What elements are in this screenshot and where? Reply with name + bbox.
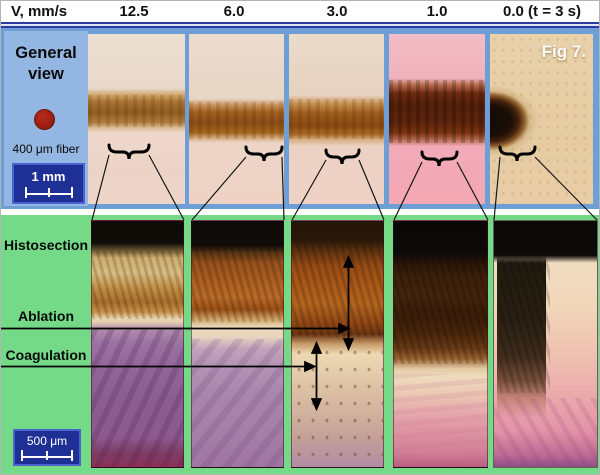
general-view-title: General view bbox=[15, 44, 77, 84]
general-view-image-1-0 bbox=[389, 34, 485, 204]
general-view-image-0-0: Fig 7. bbox=[490, 34, 593, 204]
header-divider-rule bbox=[1, 22, 599, 28]
general-view-image-6-0 bbox=[189, 34, 284, 204]
speed-axis-label: V, mm/s bbox=[11, 3, 68, 20]
general-view-image-12-5 bbox=[88, 34, 185, 204]
scale-label-1mm: 1 mm bbox=[31, 169, 66, 184]
speed-label-12-5: 12.5 bbox=[119, 3, 149, 20]
histosection-image-3-0 bbox=[291, 220, 384, 468]
scale-bar-icon bbox=[24, 187, 73, 198]
histosection-image-1-0 bbox=[393, 220, 488, 468]
histosection-title: Histosection bbox=[3, 237, 88, 253]
speed-label-0-0: 0.0 (t = 3 s) bbox=[503, 3, 581, 20]
figure-number-label: Fig 7. bbox=[541, 42, 586, 61]
histosection-image-12-5 bbox=[91, 220, 184, 468]
histosection-image-0-0 bbox=[493, 220, 598, 468]
fiber-dot-icon bbox=[34, 109, 55, 130]
general-view-image-3-0 bbox=[289, 34, 384, 204]
scale-box-1mm: 1 mm bbox=[12, 163, 85, 204]
coagulation-label: Coagulation bbox=[5, 347, 87, 363]
histosection-image-6-0 bbox=[191, 220, 284, 468]
speed-label-3-0: 3.0 bbox=[326, 3, 348, 20]
fiber-label: 400 μm fiber bbox=[12, 142, 80, 156]
speed-label-6-0: 6.0 bbox=[223, 3, 245, 20]
speed-label-1-0: 1.0 bbox=[426, 3, 448, 20]
scale-label-500um: 500 μm bbox=[26, 434, 68, 448]
ablation-label: Ablation bbox=[18, 308, 74, 324]
scale-bar-icon bbox=[21, 450, 73, 461]
scale-box-500um: 500 μm bbox=[13, 429, 81, 466]
